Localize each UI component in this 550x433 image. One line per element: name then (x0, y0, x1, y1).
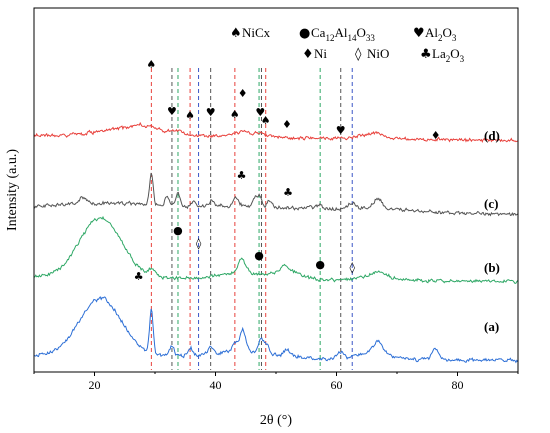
reference-lines (150, 68, 353, 370)
peak-marker: ♠ (185, 109, 195, 122)
legend-symbol-0: ♠ (230, 26, 242, 41)
peak-marker: ♠ (146, 58, 156, 71)
peak-marker: ♠ (230, 108, 240, 121)
peak-marker: ● (254, 249, 264, 262)
peak-marker: ♦ (431, 129, 441, 142)
legend-symbol-2: ♥ (413, 26, 425, 41)
peak-marker: ◊ (196, 237, 202, 250)
curve-label-a: (a) (484, 319, 499, 334)
legend-symbol-4: ◊ (355, 47, 362, 62)
legend-symbol-3: ♦ (302, 47, 314, 62)
series-curves (33, 121, 519, 364)
x-ticks: 20 40 60 80 (33, 372, 519, 392)
legend-symbol-5: ♣ (420, 47, 432, 62)
curve-label-d: (d) (484, 128, 500, 143)
legend-label-5: La2O3 (432, 46, 465, 64)
peak-markers: ♣●◊●● ◊♣♣♠♥ ♠ ♥ ♠♦♥♠ ♦ ♥ ♦ (134, 58, 441, 283)
series-line-c (33, 215, 519, 284)
legend-symbol-1: ● (299, 26, 310, 41)
x-tick-label-0: 20 (89, 378, 101, 392)
legend-label-3: Ni (314, 46, 327, 61)
legend-label-4: NiO (367, 46, 389, 61)
peak-marker: ♣ (134, 270, 144, 283)
legend: ♠ NiCx ● Ca12Al14O33 ♥ Al2O3 ♦ Ni ◊ NiO ♣ La2O3 (230, 25, 465, 64)
x-axis-label: 2θ (°) (260, 413, 292, 428)
y-axis-label: Intensity (a.u.) (5, 149, 20, 231)
x-tick-label-3: 80 (452, 378, 464, 392)
peak-marker: ● (173, 224, 183, 237)
x-tick-label-2: 60 (331, 378, 343, 392)
peak-marker: ♥ (255, 106, 265, 119)
peak-marker: ● (315, 258, 325, 271)
peak-marker: ♣ (283, 186, 293, 199)
curve-label-b: (b) (484, 260, 500, 275)
legend-label-1: Ca12Al14O33 (311, 25, 375, 43)
series-line-a (33, 121, 518, 143)
peak-marker: ♦ (238, 87, 248, 100)
legend-label-0: NiCx (242, 25, 271, 40)
peak-marker: ♥ (167, 105, 177, 118)
peak-marker: ♥ (336, 124, 346, 137)
series-line-d (33, 296, 519, 364)
curve-label-c: (c) (484, 196, 498, 211)
legend-label-2: Al2O3 (425, 25, 457, 43)
peak-marker: ♣ (237, 169, 247, 182)
series-line-b (33, 172, 518, 217)
peak-marker: ♥ (206, 106, 216, 119)
peak-marker: ◊ (350, 261, 356, 274)
x-tick-label-1: 40 (210, 378, 222, 392)
peak-marker: ♦ (282, 118, 292, 131)
peak-marker: ♠ (261, 114, 271, 127)
curve-labels: (a) (b) (c) (d) (484, 128, 500, 334)
